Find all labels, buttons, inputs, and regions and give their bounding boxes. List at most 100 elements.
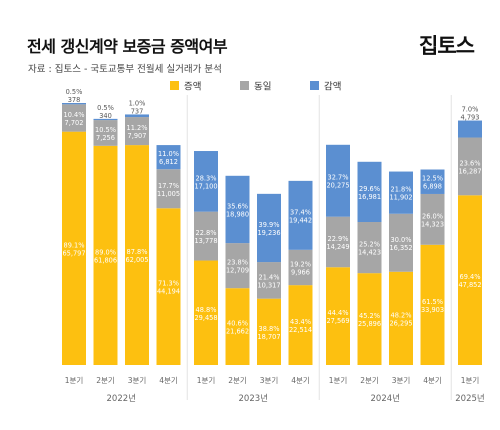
year-label: 2022년 <box>107 393 136 404</box>
brand-logo: 집토스 <box>419 34 475 58</box>
data-label-percent: 23.6% <box>460 159 481 167</box>
data-label-count: 10,317 <box>257 281 280 289</box>
legend-label: 증액 <box>184 81 201 93</box>
bar-segment <box>225 175 250 244</box>
data-label-count: 18,707 <box>257 333 280 341</box>
data-label-count: 737 <box>131 107 144 115</box>
data-label-percent: 48.2% <box>391 311 412 319</box>
bar-segment <box>62 131 86 365</box>
bar-segment <box>326 216 350 268</box>
data-label-percent: 10.4% <box>64 111 85 119</box>
data-label-percent: 22.9% <box>328 235 349 243</box>
bar-segment <box>357 273 382 365</box>
data-label-count: 18,980 <box>226 210 249 218</box>
data-label-percent: 37.4% <box>290 208 311 216</box>
data-label-count: 378 <box>68 96 81 104</box>
bar-segment <box>93 120 118 146</box>
x-tick-label: 2분기 <box>228 376 247 385</box>
bar-segment <box>93 118 118 121</box>
data-label-percent: 61.5% <box>422 298 443 306</box>
bar-segment <box>357 222 382 274</box>
data-label-percent: 69.4% <box>460 273 481 281</box>
bar-segment <box>194 151 218 212</box>
x-tick-label: 2분기 <box>360 376 379 385</box>
chart-title: 전세 갱신계약 보증금 증액여부 <box>27 37 228 56</box>
bar-segment <box>93 145 118 365</box>
x-tick-label: 2분기 <box>96 376 115 385</box>
bar-segment <box>156 169 181 209</box>
data-label-count: 19,236 <box>257 229 280 237</box>
bar-segment <box>225 243 250 289</box>
bar-segment <box>389 271 413 365</box>
data-label-percent: 32.7% <box>328 174 349 182</box>
bar-segment <box>125 145 149 365</box>
legend-label: 감액 <box>324 81 341 93</box>
data-label-count: 7,907 <box>128 132 147 140</box>
x-tick-label: 3분기 <box>392 376 411 385</box>
x-tick-label: 4분기 <box>291 376 310 385</box>
data-label-percent: 25.2% <box>359 241 380 249</box>
data-label-count: 6,898 <box>423 183 442 191</box>
x-tick-label: 4분기 <box>423 376 442 385</box>
data-label-percent: 11.2% <box>127 124 148 132</box>
data-label-count: 19,442 <box>289 216 312 224</box>
bar-segment <box>62 104 86 132</box>
data-label-count: 4,793 <box>461 114 480 122</box>
data-label-count: 14,423 <box>358 249 381 257</box>
x-tick-label: 1분기 <box>461 376 480 385</box>
source-note: 자료 : 집토스 - 국토교통부 전월세 실거래가 분석 <box>28 64 222 75</box>
data-label-count: 65,797 <box>62 249 85 257</box>
data-label-count: 27,569 <box>326 317 349 325</box>
data-label-percent: 45.2% <box>359 312 380 320</box>
data-label-count: 6,812 <box>159 158 178 166</box>
bar-segment <box>225 288 250 365</box>
data-label-percent: 0.5% <box>66 88 83 96</box>
legend-swatch <box>170 81 179 90</box>
data-label-percent: 0.5% <box>97 104 114 112</box>
data-label-percent: 10.5% <box>95 126 116 134</box>
data-label-count: 44,194 <box>157 288 180 296</box>
data-label-percent: 38.8% <box>259 325 280 333</box>
data-label-percent: 19.2% <box>290 260 311 268</box>
data-label-count: 11,902 <box>389 194 412 202</box>
data-label-count: 16,352 <box>389 244 412 252</box>
x-tick-label: 3분기 <box>128 376 147 385</box>
bar-segment <box>194 211 218 261</box>
bar-segment <box>288 180 313 250</box>
data-label-percent: 48.8% <box>196 306 217 314</box>
legend-swatch <box>240 81 249 90</box>
data-label-count: 13,778 <box>194 237 217 245</box>
data-label-percent: 21.4% <box>259 273 280 281</box>
bar-segment <box>458 195 482 365</box>
data-label-count: 7,256 <box>96 134 115 142</box>
data-label-count: 11,005 <box>157 190 180 198</box>
data-label-percent: 21.8% <box>391 186 412 194</box>
data-label-count: 47,852 <box>458 281 481 289</box>
x-tick-label: 1분기 <box>329 376 348 385</box>
data-label-percent: 1.0% <box>129 99 146 107</box>
bar-segment <box>288 249 313 286</box>
x-tick-label: 3분기 <box>260 376 279 385</box>
data-label-percent: 11.0% <box>158 150 179 158</box>
data-label-percent: 71.3% <box>158 280 179 288</box>
data-label-percent: 30.0% <box>391 236 412 244</box>
bar-segment <box>156 145 181 170</box>
data-label-count: 14,323 <box>421 220 444 228</box>
data-label-percent: 40.6% <box>227 320 248 328</box>
data-label-count: 62,005 <box>125 256 148 264</box>
bar-segment <box>326 267 350 365</box>
data-label-percent: 28.3% <box>196 174 217 182</box>
data-label-count: 61,806 <box>94 256 117 264</box>
data-label-percent: 89.1% <box>64 241 85 249</box>
data-label-percent: 12.5% <box>422 175 443 183</box>
data-label-count: 9,966 <box>291 268 310 276</box>
bar-segment <box>326 144 350 217</box>
x-tick-label: 1분기 <box>65 376 84 385</box>
year-label: 2023년 <box>239 393 268 404</box>
year-label: 2025년 <box>455 393 484 404</box>
bar-segment <box>125 114 149 118</box>
bar-segment <box>62 103 86 105</box>
data-label-percent: 39.9% <box>259 221 280 229</box>
data-label-percent: 26.0% <box>422 212 443 220</box>
